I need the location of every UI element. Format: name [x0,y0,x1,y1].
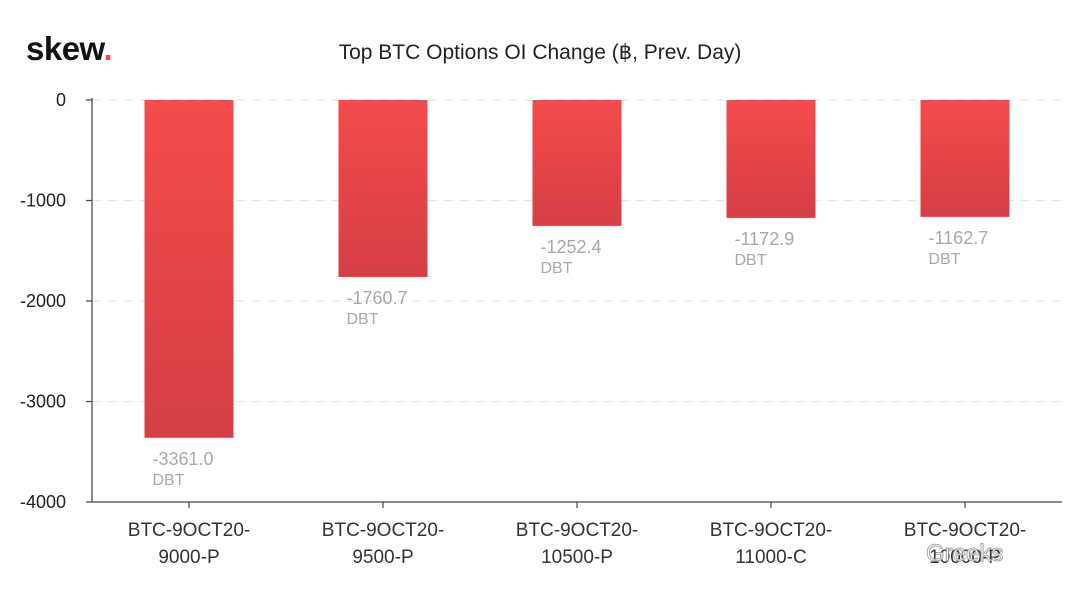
axes: 0 -1000 -2000 -3000 -4000 [20,90,1062,512]
y-tick-label: -2000 [20,291,66,311]
bar [920,100,1010,217]
data-unit-label: DBT [929,251,961,268]
data-unit-label: DBT [735,252,767,269]
bars [144,100,1010,438]
data-label: -1172.9 [735,229,795,249]
data-unit-label: DBT [347,311,379,328]
chart-title: Top BTC Options OI Change (฿, Prev. Day) [338,41,742,64]
brand-name: skew [26,30,104,67]
bar [726,100,816,218]
x-category-label: 9500-P [352,547,413,568]
brand-dot: . [103,30,113,67]
y-tick-label: -3000 [20,392,66,412]
x-category-label: 10000-P [929,547,1001,568]
bar [338,100,428,277]
y-tick-label: -4000 [20,492,66,512]
bar [144,100,234,438]
x-category-label: 11000-C [735,547,806,568]
y-tick-label: 0 [56,90,66,110]
data-label: -3361.0 [153,449,214,469]
x-category-label: BTC-9OCT20- [516,520,638,541]
data-label: -1162.7 [929,228,989,248]
skew-logo: skew. [26,30,113,68]
y-tick-label: -1000 [20,191,66,211]
x-category-label: BTC-9OCT20- [322,520,444,541]
watermark-greeks: Greeks [925,540,1004,568]
labels: -3361.0 DBT BTC-9OCT20- 9000-P -1760.7 DBT BTC… [128,228,1026,568]
data-label: -1252.4 [541,237,602,257]
x-category-label: BTC-9OCT20- [710,520,832,541]
x-category-label: BTC-9OCT20- [128,520,250,541]
x-category-label: BTC-9OCT20- [904,520,1026,541]
x-category-label: 9000-P [158,547,219,568]
data-unit-label: DBT [541,260,573,277]
x-category-label: 10500-P [541,547,613,568]
bar [532,100,622,226]
data-unit-label: DBT [153,472,185,489]
data-label: -1760.7 [347,288,408,308]
